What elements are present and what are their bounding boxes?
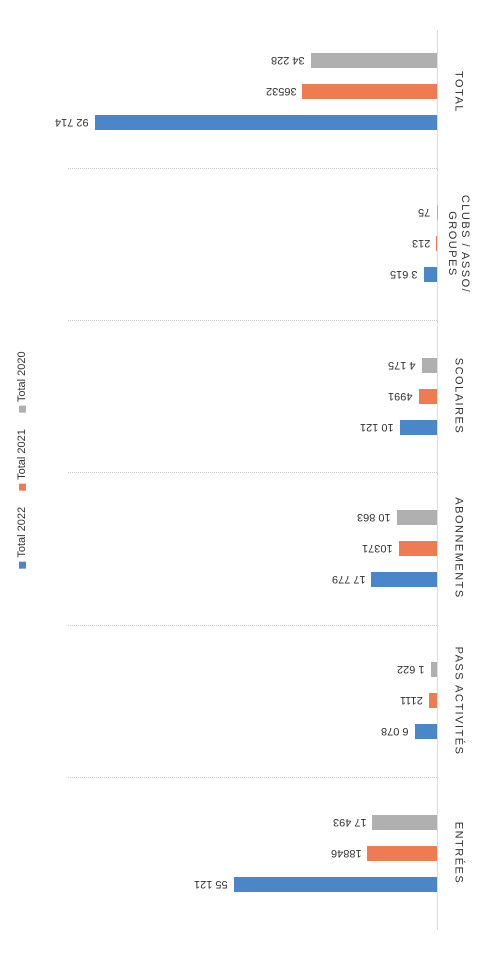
bar <box>372 814 437 830</box>
category-label: SCOLAIRES <box>452 357 465 435</box>
category-label: CLUBS / ASSO/ GROUPES <box>446 194 471 293</box>
legend-swatch <box>18 561 26 569</box>
baseline <box>437 30 438 930</box>
data-label: 18846 <box>330 846 362 859</box>
bar <box>431 662 437 678</box>
data-label: 17 779 <box>331 572 366 585</box>
legend-label: Total 2020 <box>16 351 28 403</box>
category-label: PASS ACTIVITÉS <box>452 646 465 756</box>
data-label: 10371 <box>362 541 393 554</box>
data-label: 10 121 <box>360 420 394 433</box>
bar <box>398 540 437 556</box>
bar <box>396 509 437 525</box>
data-label: 92 714 <box>55 116 89 128</box>
data-label: 55 121 <box>193 877 228 890</box>
legend-item: Total 2021 <box>16 429 28 491</box>
separator <box>68 319 437 321</box>
data-label: 10 863 <box>357 510 391 523</box>
legend-item: Total 2022 <box>16 507 28 569</box>
separator <box>68 167 437 169</box>
bar <box>414 724 437 740</box>
bar <box>302 84 437 99</box>
category-label: TOTAL <box>452 70 465 113</box>
separator <box>68 624 437 626</box>
data-label: 2111 <box>400 694 424 707</box>
data-label: 36532 <box>265 85 297 97</box>
data-label: 213 <box>411 237 431 250</box>
data-label: 34 228 <box>271 54 305 66</box>
legend-swatch <box>18 406 26 414</box>
bar <box>367 845 437 861</box>
data-label: 75 <box>418 206 431 219</box>
data-label: 4 175 <box>388 358 416 371</box>
bar <box>423 267 437 283</box>
legend: Total 2022 Total 2021 Total 2020 <box>16 351 28 569</box>
bar <box>429 693 437 709</box>
data-label: 4991 <box>388 389 413 402</box>
data-label: 17 493 <box>332 815 367 828</box>
legend-item: Total 2020 <box>16 351 28 414</box>
bar <box>94 115 437 130</box>
legend-swatch <box>18 483 26 491</box>
legend-label: Total 2022 <box>16 506 28 558</box>
bar <box>310 53 437 68</box>
category-label: ENTRÉES <box>452 821 465 885</box>
bar <box>436 236 437 252</box>
bar <box>233 876 437 892</box>
data-label: 3 615 <box>390 268 418 281</box>
legend-label: Total 2021 <box>16 429 28 480</box>
separator <box>68 776 437 778</box>
data-label: 1 622 <box>397 663 426 676</box>
bar <box>371 571 437 587</box>
category-label: ABONNEMENTS <box>452 497 465 600</box>
bar <box>418 388 437 404</box>
separator <box>68 472 437 474</box>
data-label: 6 078 <box>381 725 409 738</box>
bar <box>421 357 437 373</box>
bar <box>399 419 437 435</box>
